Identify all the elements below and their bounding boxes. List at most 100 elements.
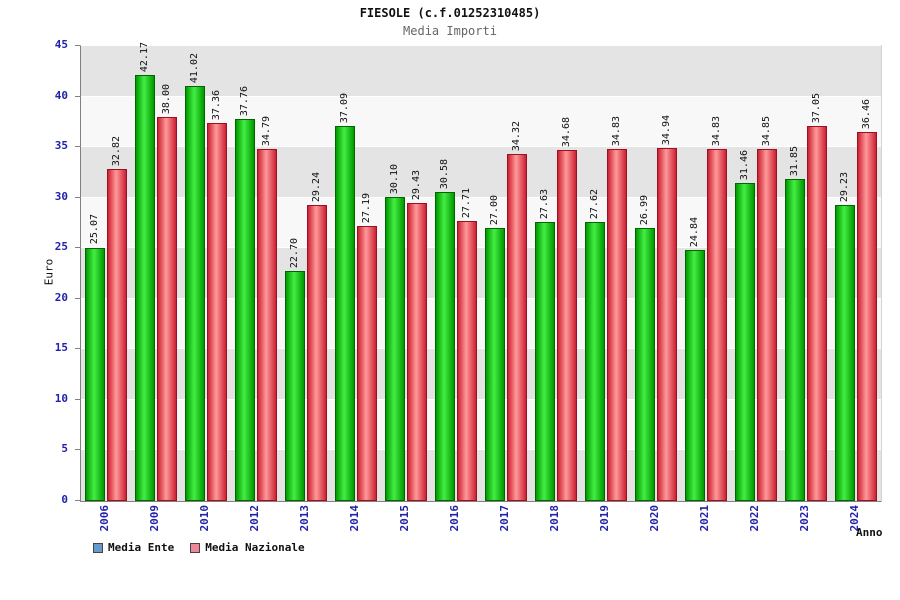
background-band — [81, 46, 881, 97]
legend-item-media-ente: Media Ente — [93, 541, 174, 554]
bar-media-nazionale-2012 — [257, 149, 277, 501]
bar-media-nazionale-2015 — [407, 203, 427, 501]
x-axis-title: Anno — [856, 526, 883, 539]
y-tick-label: 20 — [54, 290, 68, 304]
y-tick-label: 25 — [54, 240, 68, 254]
legend-item-media-nazionale: Media Nazionale — [190, 541, 305, 554]
bar-value-label: 27.71 — [461, 187, 472, 218]
bar-value-label: 37.76 — [239, 86, 250, 117]
bar-media-nazionale-2013 — [307, 205, 327, 501]
bar-value-label: 34.94 — [661, 114, 672, 145]
legend: Media Ente Media Nazionale — [93, 541, 305, 554]
bar-media-ente-2020 — [635, 228, 655, 501]
bar-media-ente-2009 — [135, 74, 155, 501]
bar-value-label: 22.70 — [289, 238, 300, 269]
y-tick-mark — [75, 196, 80, 198]
bar-media-nazionale-2016 — [457, 220, 477, 501]
gridline — [81, 449, 881, 451]
y-tick-label: 35 — [54, 139, 68, 153]
bar-media-nazionale-2019 — [607, 148, 627, 501]
bar-value-label: 36.46 — [861, 99, 872, 130]
x-axis: 2006 2009 2010 2012 2013 2014 2015 2016 2017 2018… — [80, 503, 880, 545]
plot-area: 25.07 32.82 42.17 38.00 41.02 37.36 37.76 34.79… — [80, 41, 882, 502]
y-tick-mark — [75, 398, 80, 400]
bar-media-nazionale-2009 — [157, 116, 177, 501]
gridline — [81, 247, 881, 249]
bar-media-ente-2022 — [735, 182, 755, 501]
bar-media-ente-2021 — [685, 249, 705, 501]
y-tick-mark — [75, 348, 80, 350]
x-tick-label-2012: 2012 — [248, 505, 261, 532]
x-tick-label-2021: 2021 — [698, 505, 711, 532]
bar-media-ente-2016 — [435, 191, 455, 501]
bar-media-ente-2010 — [185, 86, 205, 501]
bar-value-label: 34.68 — [561, 117, 572, 148]
y-tick-label: 45 — [54, 38, 68, 51]
bar-value-label: 34.32 — [511, 120, 522, 151]
bar-value-label: 30.10 — [389, 163, 400, 194]
bar-value-label: 29.43 — [411, 170, 422, 201]
y-tick-mark — [75, 45, 80, 46]
bar-value-label: 27.00 — [489, 194, 500, 225]
bar-media-nazionale-2022 — [757, 148, 777, 501]
bar-media-ente-2023 — [785, 178, 805, 501]
bar-value-label: 37.09 — [339, 92, 350, 123]
bar-media-nazionale-2017 — [507, 154, 527, 501]
x-tick-label-2023: 2023 — [798, 505, 811, 532]
legend-swatch-media-ente — [93, 542, 103, 553]
bar-value-label: 31.46 — [739, 149, 750, 180]
x-tick-label-2019: 2019 — [598, 505, 611, 532]
bar-value-label: 26.99 — [639, 195, 650, 226]
gridline — [81, 348, 881, 350]
y-tick-label: 0 — [61, 493, 68, 506]
gridline — [81, 95, 881, 97]
bar-media-ente-2012 — [235, 119, 255, 501]
gridline — [81, 398, 881, 400]
legend-label-media-nazionale: Media Nazionale — [205, 541, 305, 554]
x-tick-label-2009: 2009 — [148, 505, 161, 532]
bar-media-nazionale-2014 — [357, 226, 377, 501]
legend-label-media-ente: Media Ente — [108, 541, 175, 554]
bar-value-label: 25.07 — [89, 214, 100, 245]
x-tick-label-2015: 2015 — [398, 505, 411, 532]
x-tick-label-2017: 2017 — [498, 505, 511, 532]
y-tick-label: 5 — [61, 442, 68, 456]
bar-value-label: 27.19 — [361, 192, 372, 224]
x-tick-label-2022: 2022 — [748, 505, 761, 532]
bar-value-label: 27.62 — [589, 188, 600, 219]
bar-value-label: 27.63 — [539, 188, 550, 219]
bar-value-label: 42.17 — [139, 41, 150, 72]
bar-media-ente-2017 — [485, 228, 505, 501]
bar-value-label: 32.82 — [111, 136, 122, 167]
y-tick-label: 15 — [54, 341, 68, 355]
y-tick-mark — [75, 297, 80, 299]
bar-value-label: 29.23 — [839, 172, 850, 203]
bar-value-label: 41.02 — [189, 53, 200, 84]
chart-subtitle: Media Importi — [403, 24, 497, 38]
bar-media-nazionale-2023 — [807, 126, 827, 501]
bar-value-label: 24.84 — [689, 216, 700, 247]
x-tick-label-2010: 2010 — [198, 505, 211, 532]
bar-media-nazionale-2006 — [107, 169, 127, 501]
bar-media-ente-2014 — [335, 125, 355, 501]
gridline — [81, 45, 881, 46]
y-tick-label: 10 — [54, 391, 68, 405]
bar-value-label: 37.05 — [811, 93, 822, 124]
bar-media-nazionale-2010 — [207, 123, 227, 501]
bar-value-label: 30.58 — [439, 158, 450, 189]
x-tick-label-2016: 2016 — [448, 505, 461, 532]
bar-value-label: 34.79 — [261, 116, 272, 147]
bar-value-label: 34.83 — [711, 115, 722, 146]
bar-value-label: 38.00 — [161, 83, 172, 114]
bar-media-ente-2024 — [835, 205, 855, 501]
x-tick-label-2014: 2014 — [348, 505, 361, 532]
gridline — [81, 196, 881, 198]
x-tick-label-2020: 2020 — [648, 505, 661, 532]
x-tick-label-2018: 2018 — [548, 505, 561, 532]
bar-media-nazionale-2021 — [707, 148, 727, 501]
bar-value-label: 29.24 — [311, 172, 322, 203]
y-tick-mark — [75, 247, 80, 249]
bar-media-ente-2013 — [285, 271, 305, 501]
bar-value-label: 37.36 — [211, 90, 222, 121]
